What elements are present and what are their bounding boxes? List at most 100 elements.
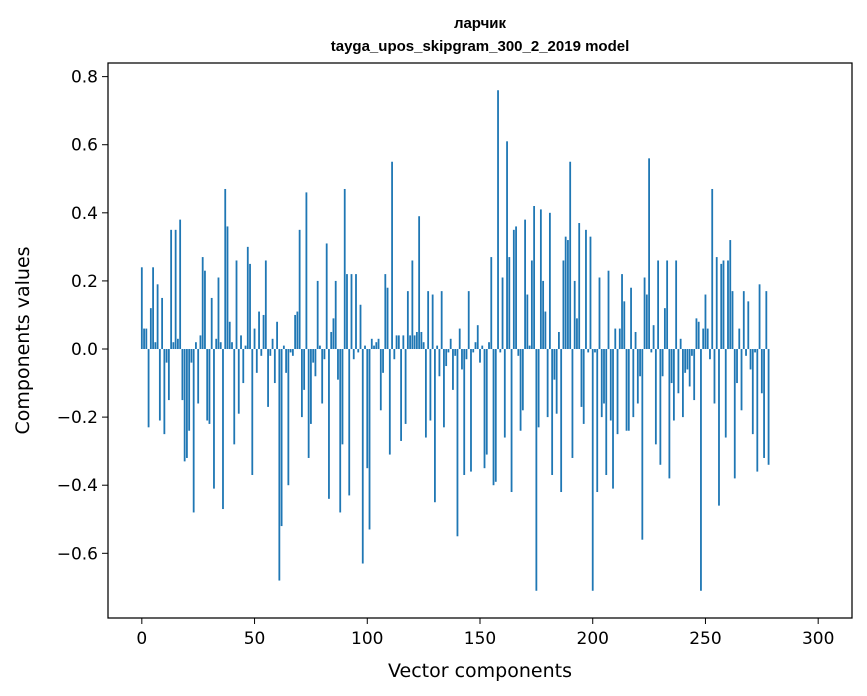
bar [231, 342, 233, 350]
bar [668, 349, 671, 479]
bar [255, 349, 258, 373]
bar [143, 328, 145, 350]
y-tick-label: 0.2 [71, 272, 98, 292]
bar [548, 212, 551, 350]
bar [386, 287, 389, 350]
bar [585, 229, 587, 350]
bar [368, 349, 371, 530]
bar [237, 349, 240, 414]
bar [526, 294, 529, 350]
bar [409, 335, 412, 350]
bar [181, 349, 184, 401]
bar [675, 260, 678, 350]
bar [524, 219, 526, 350]
bar [352, 349, 355, 360]
bar [269, 349, 272, 356]
bar [539, 209, 542, 350]
bar [377, 338, 380, 350]
bar [400, 349, 402, 441]
bar [616, 349, 619, 435]
bar [271, 338, 274, 350]
bar [503, 349, 506, 438]
bar [413, 335, 416, 350]
bar [242, 349, 245, 384]
bar [226, 226, 229, 350]
bar [359, 304, 362, 350]
bar [456, 349, 459, 537]
bar [544, 311, 547, 350]
bar [348, 349, 351, 496]
bar [481, 345, 484, 350]
bar [470, 349, 472, 472]
bar [472, 349, 475, 353]
bar [316, 280, 319, 350]
bar [276, 321, 278, 350]
x-tick-label: 0 [136, 629, 147, 649]
bar [528, 345, 531, 350]
bar [375, 342, 378, 350]
bar [208, 349, 211, 424]
y-axis-label: Components values [12, 246, 34, 434]
bar [571, 349, 574, 458]
chart-title: ларчик [454, 15, 507, 32]
bar [179, 219, 182, 350]
bar [492, 349, 495, 486]
bar [307, 349, 310, 458]
bar [445, 349, 448, 367]
bar [697, 321, 700, 350]
bar [431, 294, 434, 350]
bar [763, 349, 765, 458]
bar [657, 260, 660, 350]
bar [485, 349, 488, 455]
bar [339, 349, 342, 513]
bar [264, 260, 267, 350]
bar [688, 349, 691, 387]
bar [411, 260, 414, 350]
bar [289, 349, 292, 353]
bar [415, 331, 418, 350]
bar [321, 349, 324, 404]
bar [418, 216, 421, 350]
bar [733, 349, 736, 479]
bar [406, 291, 409, 350]
bar [391, 161, 393, 350]
bar [551, 349, 554, 475]
bar [479, 349, 481, 363]
bar [393, 349, 396, 360]
bar [219, 342, 222, 350]
y-tick-label: −0.2 [57, 408, 98, 428]
bar [501, 277, 504, 350]
y-tick-label: 0.6 [71, 136, 98, 156]
bar [765, 291, 768, 350]
bar [648, 158, 650, 350]
bar [370, 338, 373, 350]
bar [654, 349, 657, 445]
bar [704, 294, 707, 350]
bar [663, 308, 666, 350]
bar [738, 328, 741, 350]
bar [695, 318, 698, 350]
bar [679, 338, 682, 350]
bar [591, 349, 594, 591]
bar [691, 349, 693, 356]
y-tick-label: 0.0 [71, 340, 98, 360]
bar [201, 257, 204, 350]
bar [273, 349, 276, 384]
bar [373, 345, 375, 350]
bar [736, 349, 738, 384]
bar [228, 321, 231, 350]
bar [422, 342, 425, 350]
bar [240, 335, 242, 350]
bar [235, 260, 238, 350]
bar [621, 274, 623, 350]
bar [420, 331, 423, 350]
bar [682, 349, 684, 418]
bar [172, 342, 175, 350]
bar [246, 246, 249, 350]
bar [745, 349, 747, 356]
bar [569, 161, 572, 350]
chart-subtitle: tayga_upos_skipgram_300_2_2019 model [331, 38, 630, 55]
x-tick-label: 300 [802, 629, 834, 649]
bar [713, 349, 716, 404]
bar [542, 280, 545, 350]
